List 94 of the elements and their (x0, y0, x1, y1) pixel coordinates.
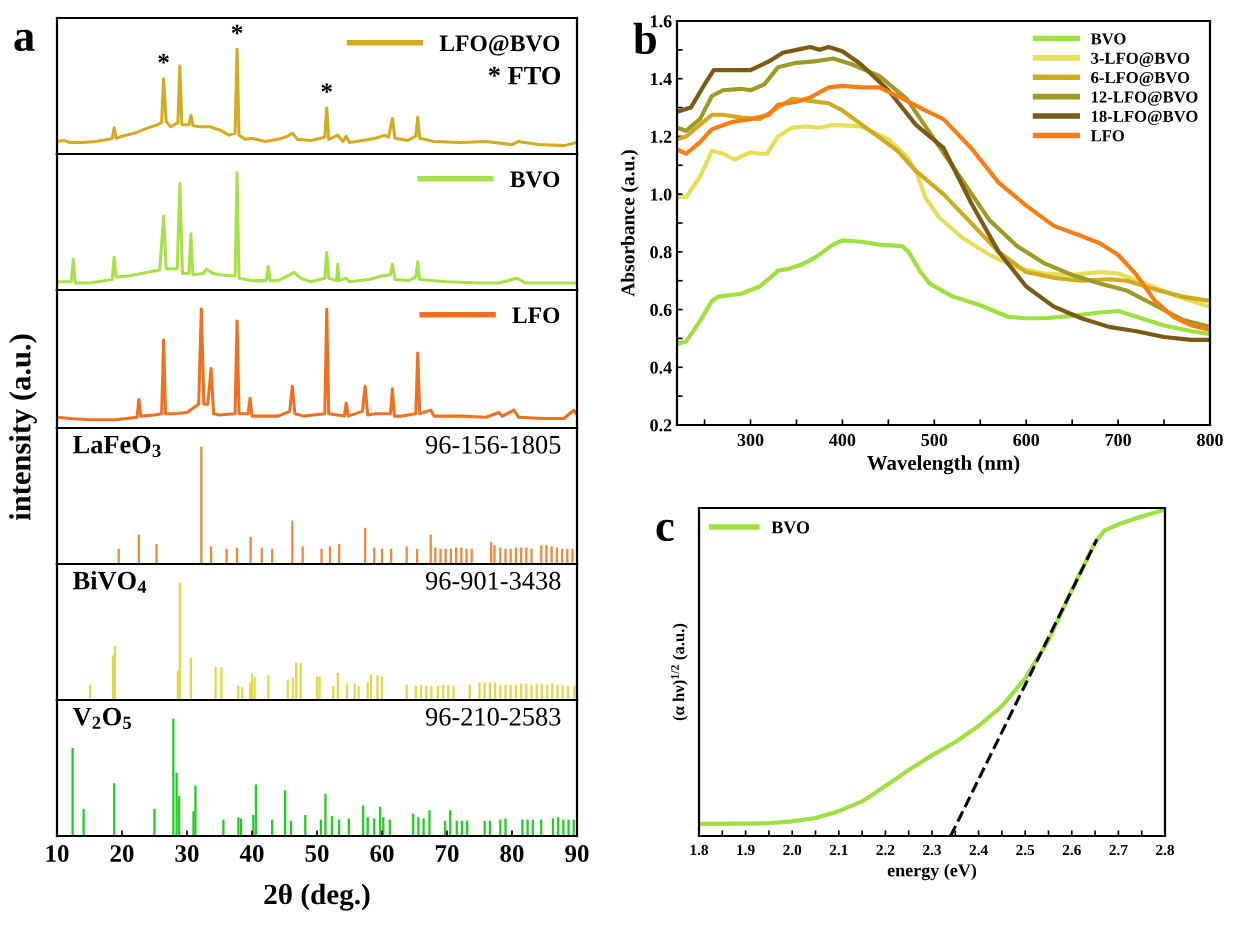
x-tick-label: 20 (110, 845, 134, 862)
legend-label: BVO (1090, 33, 1126, 45)
legend-label: LFO@BVO (439, 35, 560, 56)
bar (417, 817, 420, 836)
bar (571, 548, 574, 564)
y-tick-label: 0.2 (650, 419, 672, 432)
bar (194, 785, 197, 836)
y-tick-label: 1.0 (651, 188, 672, 201)
bar (153, 809, 156, 836)
bar (439, 548, 442, 564)
bar (220, 667, 223, 700)
bar (530, 684, 533, 700)
legend-label: 18-LFO@BVO (1091, 110, 1198, 126)
bar (478, 682, 481, 700)
legend-label: 3-LFO@BVO (1091, 52, 1190, 67)
legend-label: 6-LFO@BVO (1091, 72, 1190, 87)
x-tick-label: 2.4 (969, 844, 988, 856)
bar (376, 675, 379, 700)
annotation: 96-901-3438 (425, 571, 561, 590)
y-tick-label: 0.8 (650, 246, 672, 259)
series-label: LaFeO$_{3}$ (73, 435, 161, 457)
x-tick-label: 10 (46, 845, 69, 862)
x-tick-label: 600 (1013, 433, 1040, 447)
y-tick-label: 0.4 (650, 361, 672, 374)
y-axis-title: (α hν)$^{1/2}$ (a.u.) (671, 623, 688, 721)
legend-label: LFO (1090, 130, 1125, 142)
bar (521, 819, 524, 836)
legend-label: BVO (771, 521, 810, 534)
x-tick-label: 50 (305, 845, 329, 862)
x-tick-label: 2.3 (923, 844, 942, 856)
bar (504, 548, 507, 564)
bar (430, 685, 433, 700)
bar (504, 684, 507, 700)
legend-label: LFO (512, 307, 560, 324)
x-tick-label: 1.9 (737, 844, 755, 856)
x-tick-label: 60 (370, 845, 394, 862)
x-tick-label: 2.1 (829, 844, 848, 856)
x-tick-label: 400 (829, 433, 856, 447)
bar (71, 748, 74, 836)
y-tick-label: 0.6 (650, 303, 672, 317)
x-tick-label: 2.2 (876, 844, 895, 856)
series-label: BiVO$_{4}$ (73, 570, 147, 593)
bar (465, 548, 468, 564)
x-tick-label: 300 (737, 433, 764, 447)
y-tick-label: 1.4 (651, 73, 672, 86)
annotation: 96-210-2583 (425, 707, 561, 726)
x-tick-label: 90 (565, 845, 589, 862)
x-tick-label: 800 (1197, 433, 1223, 447)
x-tick-label: 700 (1105, 433, 1131, 447)
annotation: * (158, 54, 169, 64)
bar (526, 819, 529, 836)
annotation: * (321, 83, 332, 93)
bar (567, 819, 570, 836)
x-tick-label: 2.5 (1016, 844, 1035, 856)
bar (422, 818, 425, 836)
bar (493, 545, 496, 564)
bar (324, 793, 327, 836)
line-series (677, 238, 1210, 347)
bar (504, 818, 507, 836)
x-axis-title: 2θ (deg.) (264, 883, 370, 911)
bar (556, 684, 559, 700)
x-tick-label: 2.0 (783, 844, 802, 856)
bar (452, 685, 455, 700)
x-axis-title: Wavelength (nm) (867, 455, 1020, 475)
x-tick-label: 30 (175, 845, 199, 862)
y-axis-title: Absorbance (a.u.) (620, 150, 639, 297)
bar (428, 810, 431, 836)
x-tick-label: 2.7 (1109, 844, 1128, 856)
x-tick-label: 40 (239, 845, 264, 862)
y-tick-label: 1.2 (651, 130, 672, 143)
bar (357, 685, 360, 700)
bar (545, 545, 548, 564)
legend-label: 12-LFO@BVO (1091, 91, 1198, 106)
bar (530, 548, 533, 564)
chart-title: c (656, 519, 674, 542)
legend-label: BVO (510, 171, 560, 188)
chart-title: a (14, 29, 35, 52)
bar (222, 819, 225, 836)
series-label: V$_{2}$O$_{5}$ (72, 707, 132, 729)
bar (320, 548, 323, 564)
y-axis-title: intensity (a.u.) (9, 334, 37, 521)
x-tick-label: 70 (435, 845, 459, 862)
bar (573, 685, 576, 700)
x-axis-title: energy (eV) (887, 863, 977, 881)
x-tick-label: 500 (921, 433, 948, 447)
annotation: * (231, 24, 243, 35)
x-tick-label: 2.8 (1156, 844, 1175, 856)
x-tick-label: 80 (500, 845, 524, 862)
bar (214, 667, 217, 700)
x-tick-label: 2.6 (1062, 844, 1081, 856)
annotation: * FTO (488, 66, 561, 85)
x-tick-label: 1.8 (690, 844, 709, 856)
bar (155, 544, 158, 564)
annotation: 96-156-1805 (425, 435, 561, 454)
